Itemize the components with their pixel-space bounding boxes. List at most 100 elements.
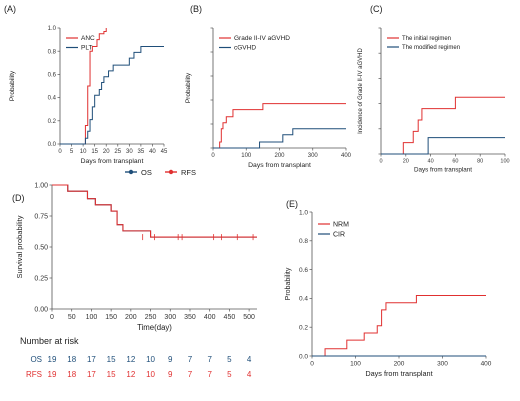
risk-cell: 17 xyxy=(87,355,96,364)
x-tick-label: 250 xyxy=(145,314,157,321)
x-tick-label: 20 xyxy=(403,159,409,165)
series-line-os xyxy=(52,184,257,238)
x-tick-label: 60 xyxy=(452,159,458,165)
x-tick-label: 35 xyxy=(138,149,145,155)
x-tick-label: 30 xyxy=(126,149,133,155)
x-tick-label: 25 xyxy=(114,149,121,155)
panel-label: (B) xyxy=(190,4,202,14)
x-tick-label: 400 xyxy=(341,153,352,159)
risk-cell: 15 xyxy=(107,370,116,379)
series-line-anc xyxy=(60,28,107,145)
risk-cell: 5 xyxy=(227,355,232,364)
legend-label: CIR xyxy=(333,231,345,238)
x-tick-label: 150 xyxy=(105,314,117,321)
x-axis-title: Days from transplant xyxy=(414,167,472,174)
x-tick-label: 300 xyxy=(308,153,319,159)
x-tick-label: 50 xyxy=(68,314,76,321)
x-tick-label: 400 xyxy=(204,314,216,321)
x-tick-label: 5 xyxy=(70,149,74,155)
panel-label: (A) xyxy=(4,4,16,14)
y-tick-label: 0.4 xyxy=(48,96,57,102)
panel-a: (A) 0 5 10 15 20 25 30 35 40 45 0.0 0.2 0.4 0.6 0.8 1.0 D… xyxy=(4,4,168,165)
risk-cell: 19 xyxy=(48,355,57,364)
y-tick-label: 1.00 xyxy=(34,182,48,189)
risk-cell: 7 xyxy=(188,370,193,379)
x-tick-label: 200 xyxy=(274,153,285,159)
x-tick-label: 0 xyxy=(310,361,314,368)
x-tick-label: 80 xyxy=(477,159,483,165)
x-tick-label: 100 xyxy=(350,361,361,368)
x-tick-label: 15 xyxy=(91,149,98,155)
risk-cell: 10 xyxy=(146,355,155,364)
y-tick-label: 0.6 xyxy=(299,267,308,274)
panel-d: (D) 0 50 100 150 200 250 300 350 400 450 500 0.00 0.2… xyxy=(12,168,257,379)
x-tick-label: 350 xyxy=(184,314,196,321)
x-axis-title: Days from transplant xyxy=(365,369,432,378)
y-tick-label: 0.00 xyxy=(34,306,48,313)
x-tick-label: 20 xyxy=(103,149,110,155)
x-tick-label: 100 xyxy=(241,153,252,159)
legend-label: ANC xyxy=(81,35,95,42)
y-tick-label: 0.25 xyxy=(34,275,48,282)
x-tick-label: 0 xyxy=(379,159,382,165)
risk-cell: 7 xyxy=(207,355,212,364)
y-tick-label: 0.2 xyxy=(299,324,308,331)
risk-cell: 18 xyxy=(67,370,76,379)
y-tick-label: 0.75 xyxy=(34,213,48,220)
y-axis-title: Probability xyxy=(9,70,16,101)
x-tick-label: 450 xyxy=(224,314,236,321)
x-tick-label: 400 xyxy=(481,361,492,368)
panel-b: (B) 0 100 200 300 400 Days from transplant Prob… xyxy=(185,4,352,169)
x-tick-label: 300 xyxy=(437,361,448,368)
risk-cell: 19 xyxy=(48,370,57,379)
x-tick-label: 0 xyxy=(58,149,62,155)
y-tick-label: 0.8 xyxy=(48,49,57,55)
x-tick-label: 10 xyxy=(80,149,87,155)
y-axis-title: Probability xyxy=(285,267,292,300)
y-tick-label: 0.8 xyxy=(299,238,308,245)
legend-label: Grade II-IV aGVHD xyxy=(234,35,290,42)
x-tick-label: 0 xyxy=(211,153,215,159)
risk-cell: 4 xyxy=(247,355,252,364)
series-line-plt xyxy=(60,46,164,145)
risk-row-label: OS xyxy=(30,355,42,364)
series-line-the-modified-regimen xyxy=(381,137,505,155)
risk-table-title: Number at risk xyxy=(20,336,79,346)
risk-cell: 18 xyxy=(67,355,76,364)
series-line-nrm xyxy=(312,295,486,357)
y-tick-label: 0.2 xyxy=(48,119,57,125)
risk-row-label: RFS xyxy=(26,370,42,379)
x-tick-label: 500 xyxy=(243,314,255,321)
y-axis-title: Probability xyxy=(185,72,192,103)
legend-label: The initial regimen xyxy=(402,36,451,42)
y-tick-label: 1.0 xyxy=(48,26,57,32)
risk-cell: 5 xyxy=(227,370,232,379)
risk-cell: 17 xyxy=(87,370,96,379)
panel-label: (C) xyxy=(370,4,383,14)
risk-cell: 7 xyxy=(188,355,193,364)
legend-marker xyxy=(128,169,134,175)
series-line-grade-ii-iv-agvhd xyxy=(213,103,346,149)
legend-marker xyxy=(168,169,174,175)
y-tick-label: 0.0 xyxy=(299,353,308,360)
panel-e: (E) 0 100 200 300 400 0.0 0.2 0.4 0.6 0.8 1.0 Days f… xyxy=(285,199,492,378)
legend-label: NRM xyxy=(333,221,349,228)
risk-cell: 9 xyxy=(168,370,173,379)
legend-label: The modified regimen xyxy=(402,45,460,51)
risk-cell: 12 xyxy=(126,370,135,379)
x-tick-label: 200 xyxy=(125,314,137,321)
risk-cell: 12 xyxy=(126,355,135,364)
x-axis-title: Time(day) xyxy=(137,323,172,332)
x-tick-label: 40 xyxy=(428,159,434,165)
risk-cell: 7 xyxy=(207,370,212,379)
x-tick-label: 100 xyxy=(86,314,98,321)
x-tick-label: 200 xyxy=(394,361,405,368)
x-tick-label: 100 xyxy=(500,159,509,165)
legend-label: cGVHD xyxy=(234,45,256,52)
x-tick-label: 40 xyxy=(149,149,156,155)
panel-label: (D) xyxy=(12,193,25,203)
series-line-rfs xyxy=(52,184,257,238)
y-axis-title: Survival probability xyxy=(15,215,24,278)
series-line-the-initial-regimen xyxy=(381,96,505,155)
